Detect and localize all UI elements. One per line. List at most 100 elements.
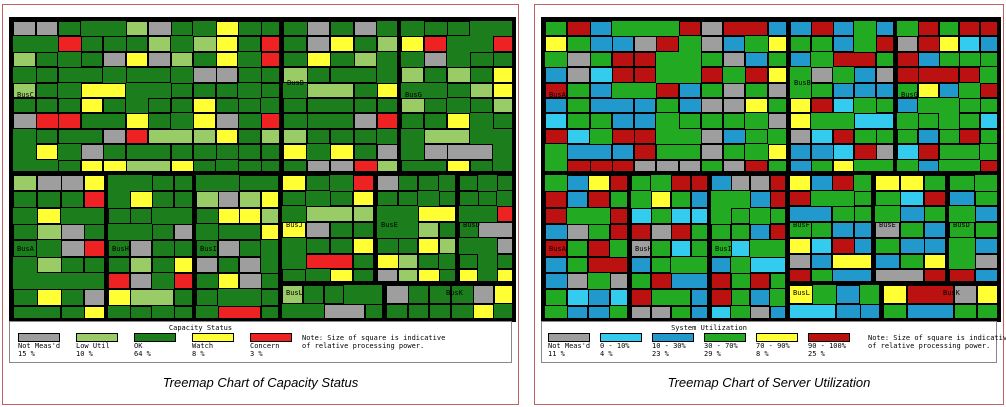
treemap-cell	[609, 207, 627, 224]
treemap-cell	[35, 128, 58, 145]
treemap-cell	[330, 128, 354, 145]
treemap-cell	[193, 159, 216, 171]
treemap-cell	[306, 98, 354, 114]
treemap-cell	[84, 305, 104, 318]
treemap-cell	[723, 159, 746, 171]
legend-category-name: Concern	[250, 342, 280, 350]
treemap-cell	[239, 256, 261, 273]
treemap-cell	[459, 253, 478, 270]
legend-category-percent: 4 %	[600, 350, 613, 358]
treemap-cell	[745, 82, 768, 98]
treemap-group-busi: BusI	[194, 173, 280, 320]
treemap-cell	[853, 206, 871, 223]
treemap-cell	[789, 303, 836, 318]
treemap-cell	[60, 175, 85, 192]
treemap-group-label: BusG	[405, 91, 422, 99]
treemap-cell	[174, 240, 192, 257]
treemap-cell	[84, 175, 104, 192]
treemap-cell	[80, 159, 103, 171]
treemap-cell	[260, 82, 279, 98]
treemap-cell	[282, 285, 303, 304]
treemap-cell	[447, 21, 470, 37]
treemap-cell	[545, 21, 568, 37]
treemap-cell	[401, 67, 424, 83]
treemap-cell	[84, 256, 104, 273]
treemap-cell	[977, 285, 997, 304]
treemap-cell	[588, 191, 610, 208]
server-utilization-panel: BusA BusB BusG BusA BusH BusI BusF BusE BusD BusL…	[534, 4, 1006, 405]
treemap-cell	[767, 51, 786, 68]
treemap-cell	[853, 190, 871, 207]
utilization-legend: System Utilization Not Meas'd 11 % 0 - 10%…	[541, 321, 1006, 363]
treemap-cell	[631, 256, 651, 273]
treemap-cell	[611, 113, 635, 129]
treemap-cell	[377, 36, 397, 52]
treemap-group-busk: BusK	[881, 283, 999, 320]
treemap-cell	[282, 222, 306, 238]
treemap-cell	[767, 113, 786, 129]
treemap-cell	[745, 128, 768, 145]
treemap-cell	[545, 207, 567, 224]
treemap-cell	[84, 224, 104, 241]
treemap-cell	[80, 113, 126, 129]
treemap-cell	[260, 36, 279, 52]
treemap-cell	[700, 144, 724, 160]
treemap-cell	[459, 175, 478, 191]
treemap-cell	[975, 190, 997, 207]
treemap-cell	[377, 98, 397, 114]
treemap-cell	[980, 82, 997, 98]
treemap-cell	[493, 82, 512, 98]
treemap-cell	[611, 159, 635, 171]
treemap-cell	[217, 224, 261, 241]
treemap-cell	[152, 175, 174, 192]
legend-item: Concern 3 %	[250, 333, 300, 358]
treemap-cell	[260, 305, 278, 318]
treemap-cell	[35, 98, 58, 114]
treemap-cell	[283, 98, 307, 114]
treemap-cell	[125, 159, 171, 171]
treemap-cell	[899, 222, 925, 238]
treemap-group-busg: BusG	[399, 19, 514, 173]
treemap-cell	[447, 144, 493, 160]
treemap-cell	[260, 21, 279, 37]
treemap-cell	[953, 285, 978, 304]
treemap-cell	[790, 113, 812, 129]
treemap-cell	[239, 240, 261, 257]
treemap-cell	[811, 128, 833, 145]
treemap-cell	[238, 98, 261, 114]
treemap-cell	[854, 113, 893, 129]
treemap-cell	[196, 240, 218, 257]
treemap-cell	[609, 289, 627, 306]
treemap-cell	[353, 36, 378, 52]
treemap-cell	[13, 82, 36, 98]
treemap-cell	[493, 98, 512, 114]
treemap-group-label: BusH	[635, 245, 652, 253]
treemap-cell	[306, 67, 331, 83]
treemap-group-buse: BusE	[873, 173, 947, 283]
treemap-cell	[306, 82, 354, 98]
treemap-cell	[975, 222, 997, 238]
treemap-cell	[260, 207, 278, 224]
treemap-cell	[13, 240, 37, 257]
capacity-legend-note: Note: Size of square is indicative of re…	[302, 334, 446, 350]
treemap-group-busb: BusB	[788, 19, 895, 173]
treemap-cell	[949, 269, 975, 281]
treemap-cell	[260, 144, 279, 160]
treemap-cell	[750, 224, 770, 241]
treemap-cell	[174, 305, 192, 318]
treemap-cell	[924, 253, 945, 270]
treemap-cell	[217, 273, 239, 290]
treemap-cell	[418, 237, 439, 254]
treemap-cell	[152, 224, 174, 241]
treemap-cell	[470, 67, 493, 83]
treemap-cell	[283, 36, 307, 52]
treemap-cell	[678, 21, 701, 37]
treemap-cell	[567, 113, 590, 129]
treemap-cell	[634, 128, 657, 145]
treemap-cell	[859, 303, 879, 318]
treemap-cell	[35, 21, 58, 37]
treemap-cell	[418, 222, 439, 238]
treemap-cell	[239, 175, 278, 192]
treemap-cell	[949, 175, 975, 191]
treemap-cell	[174, 256, 192, 273]
